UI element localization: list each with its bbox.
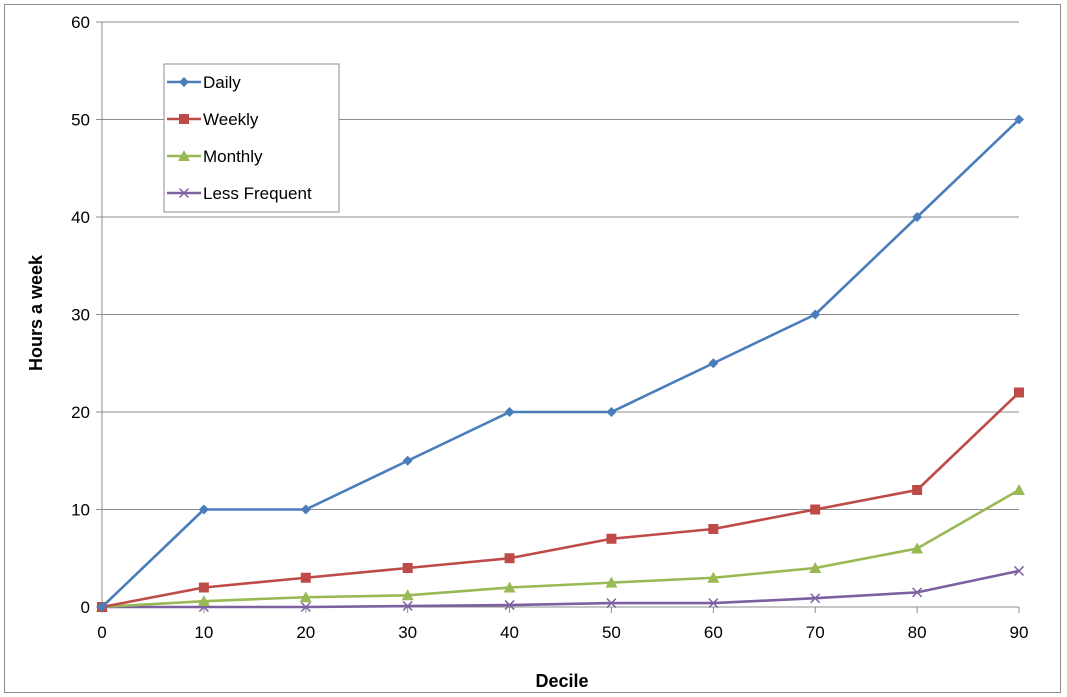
data-point-monthly: [503, 581, 516, 593]
series-daily: [97, 114, 1024, 612]
data-point-weekly: [198, 582, 209, 593]
legend-entry-monthly: Monthly: [167, 147, 263, 166]
series-weekly: [97, 387, 1024, 612]
marker-stroke: [1013, 565, 1025, 576]
data-point-less-frequent: [912, 587, 923, 598]
series-line-less-frequent: [102, 569, 1020, 609]
x-axis-tick-labels: 0 10 20 30 40 50 60 70 80 90: [97, 623, 1028, 642]
data-point-less-frequent: [300, 601, 311, 613]
y-tick-label: 40: [71, 208, 90, 227]
series-lines: [96, 114, 1025, 613]
data-point-less-frequent: [504, 600, 515, 611]
data-point-weekly: [402, 563, 413, 573]
marker-stroke: [606, 598, 617, 609]
x-tick-label: 0: [97, 623, 106, 642]
data-point-weekly: [606, 533, 617, 544]
legend-swatch-marker: [178, 187, 190, 199]
legend-label: Daily: [203, 73, 241, 92]
series-line-daily: [101, 118, 1020, 608]
data-point-weekly: [1014, 387, 1024, 398]
data-point-less-frequent: [402, 600, 413, 612]
data-point-monthly: [809, 562, 822, 573]
data-point-daily: [402, 455, 413, 466]
x-tick-label: 90: [1010, 623, 1029, 642]
x-tick-label: 40: [500, 623, 519, 642]
data-point-monthly: [605, 576, 618, 588]
marker-stroke: [402, 600, 413, 612]
data-point-weekly: [504, 553, 515, 564]
data-point-daily: [198, 504, 209, 515]
y-axis-title: Hours a week: [26, 254, 46, 371]
series-less-frequent: [96, 565, 1025, 613]
x-tick-label: 70: [806, 623, 825, 642]
x-tick-label: 50: [602, 623, 621, 642]
x-tick-label: 60: [704, 623, 723, 642]
series-line-weekly: [101, 391, 1020, 609]
y-tick-label: 10: [71, 501, 90, 520]
legend-entry-less-frequent: Less Frequent: [167, 184, 312, 203]
y-tick-label: 30: [71, 306, 90, 325]
legend-entry-daily: Daily: [167, 73, 241, 92]
marker-stroke: [504, 600, 515, 611]
data-point-less-frequent: [606, 598, 617, 609]
data-point-less-frequent: [1013, 565, 1025, 576]
data-point-monthly: [707, 571, 720, 583]
legend-label: Monthly: [203, 147, 263, 166]
data-point-monthly: [197, 595, 210, 607]
series-line-monthly: [101, 488, 1020, 609]
y-tick-label: 60: [71, 13, 90, 32]
legend-label: Weekly: [203, 110, 259, 129]
data-point-less-frequent: [708, 598, 719, 609]
legend-swatch-marker: [179, 77, 189, 87]
x-tick-label: 30: [398, 623, 417, 642]
legend-label: Less Frequent: [203, 184, 312, 203]
legend-entry-weekly: Weekly: [167, 110, 259, 129]
y-axis-tick-labels: 0 10 20 30 40 50 60: [71, 13, 90, 617]
marker-stroke: [912, 587, 923, 598]
y-tick-label: 50: [71, 111, 90, 130]
data-point-monthly: [1013, 484, 1025, 495]
marker-stroke: [178, 187, 190, 199]
data-point-weekly: [912, 485, 923, 495]
data-point-daily: [912, 212, 923, 222]
series-monthly: [96, 484, 1025, 612]
data-point-daily: [97, 602, 107, 612]
marker-stroke: [810, 593, 821, 604]
data-point-daily: [504, 407, 515, 417]
x-axis-title: Decile: [535, 671, 588, 691]
y-tick-label: 0: [81, 598, 90, 617]
data-point-monthly: [911, 542, 924, 554]
marker-stroke: [708, 598, 719, 609]
data-point-monthly: [299, 591, 312, 603]
x-tick-label: 10: [194, 623, 213, 642]
data-point-weekly: [708, 524, 719, 534]
legend: Daily Weekly Monthly Less Frequent: [163, 63, 340, 213]
data-point-daily: [708, 358, 719, 369]
data-point-daily: [810, 309, 821, 320]
legend-box: [163, 63, 340, 213]
data-point-weekly: [810, 504, 821, 515]
x-tick-label: 20: [296, 623, 315, 642]
data-point-weekly: [300, 572, 311, 583]
x-tick-label: 80: [908, 623, 927, 642]
legend-swatch-marker: [178, 150, 190, 161]
marker-stroke: [300, 601, 311, 613]
data-point-daily: [606, 407, 617, 417]
data-point-daily: [300, 504, 311, 515]
legend-swatch-marker: [179, 114, 189, 124]
data-point-daily: [1014, 114, 1024, 125]
data-point-monthly: [401, 589, 414, 601]
y-tick-label: 20: [71, 403, 90, 422]
data-point-less-frequent: [810, 593, 821, 604]
